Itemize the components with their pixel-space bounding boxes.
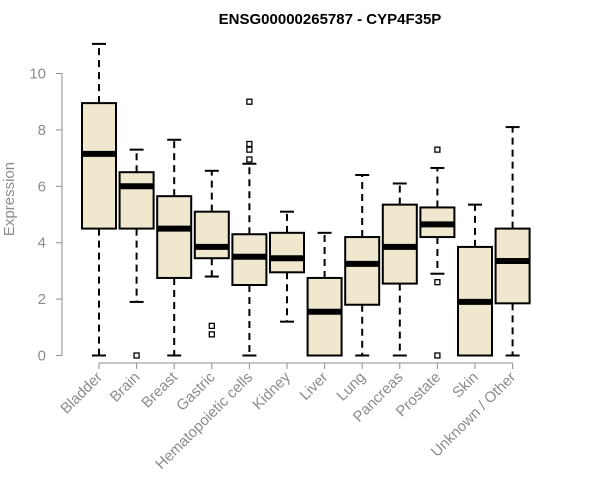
box-brain <box>118 148 155 359</box>
outlier-point <box>434 146 441 153</box>
box-liver <box>306 231 343 357</box>
outlier-point <box>246 156 253 163</box>
outlier-point <box>208 322 215 330</box>
outlier-point <box>434 279 441 286</box>
box-hematopoietic-cells <box>231 98 268 357</box>
iqr-box <box>193 210 230 260</box>
box-unknown-other <box>494 126 531 357</box>
box-skin <box>457 203 493 357</box>
box-gastric <box>193 169 230 338</box>
box-lung <box>344 174 381 357</box>
y-axis: 0 2 4 6 8 10 <box>29 66 63 365</box>
box-bladder <box>81 42 117 357</box>
iqr-box <box>118 171 155 230</box>
y-tick-label: 6 <box>38 178 46 195</box>
outlier-point <box>246 146 253 153</box>
outlier-point <box>246 98 253 105</box>
iqr-box <box>344 236 381 306</box>
y-tick-label: 0 <box>38 348 46 365</box>
iqr-box <box>306 276 343 357</box>
chart-title: ENSG00000265787 - CYP4F35P <box>219 11 442 28</box>
outlier-point <box>434 352 441 359</box>
y-axis-label: Expression <box>1 162 18 236</box>
x-tick-label: Bladder <box>57 369 106 418</box>
box-prostate <box>419 146 456 359</box>
y-tick-label: 8 <box>38 122 46 139</box>
box-pancreas <box>381 182 418 357</box>
y-tick-label: 2 <box>38 291 46 308</box>
box-kidney <box>269 210 305 323</box>
x-tick-label: Skin <box>449 369 482 402</box>
outlier-point <box>246 140 253 148</box>
y-tick-label: 10 <box>29 66 46 83</box>
iqr-box <box>156 195 193 279</box>
x-tick-label: Liver <box>296 369 331 404</box>
y-tick-label: 4 <box>38 235 46 252</box>
x-tick-label: Kidney <box>249 368 294 413</box>
outlier-point <box>133 352 140 359</box>
box-breast <box>156 138 193 357</box>
iqr-box <box>269 231 305 274</box>
boxes-group <box>81 42 531 359</box>
outlier-point <box>208 331 215 338</box>
iqr-box <box>81 102 117 230</box>
iqr-box <box>494 227 531 305</box>
